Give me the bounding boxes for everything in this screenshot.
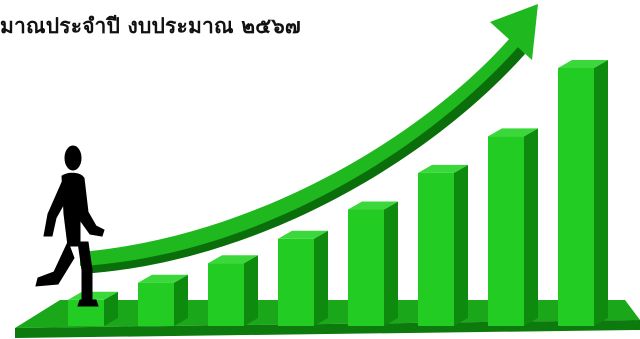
bar-front (208, 263, 244, 326)
bar-6 (418, 164, 468, 326)
walking-person-icon (35, 145, 105, 307)
bar-front (418, 172, 454, 326)
bar-8 (558, 60, 608, 326)
bar-side (454, 164, 468, 326)
bar-5 (348, 201, 398, 326)
bar-side (384, 201, 398, 326)
bar-side (244, 255, 258, 326)
page-title: มาณประจำปี งบประมาณ ๒๕๖๗ (0, 14, 301, 38)
arrow-head (490, 4, 538, 60)
bar-top (208, 255, 258, 264)
bar-top (138, 274, 188, 283)
bar-side (314, 230, 328, 326)
bar-front (558, 68, 594, 326)
bar-top (418, 164, 468, 173)
growth-arrow (80, 4, 538, 274)
bar-side (524, 128, 538, 326)
bar-3 (208, 255, 258, 326)
bar-1 (68, 291, 118, 326)
floor-edge (15, 320, 640, 338)
bar-7 (488, 128, 538, 326)
bar-front (348, 209, 384, 326)
bar-top (488, 128, 538, 137)
bar-2 (138, 274, 188, 326)
bar-4 (278, 230, 328, 326)
bar-top (278, 230, 328, 239)
bar-group (68, 60, 608, 326)
bar-side (104, 291, 118, 326)
bar-front (138, 282, 174, 326)
bar-front (488, 136, 524, 326)
bar-side (174, 274, 188, 326)
bar-top (348, 201, 398, 210)
bar-side (594, 60, 608, 326)
bar-top (68, 291, 118, 300)
bar-top (558, 60, 608, 68)
bar-front (278, 238, 314, 326)
